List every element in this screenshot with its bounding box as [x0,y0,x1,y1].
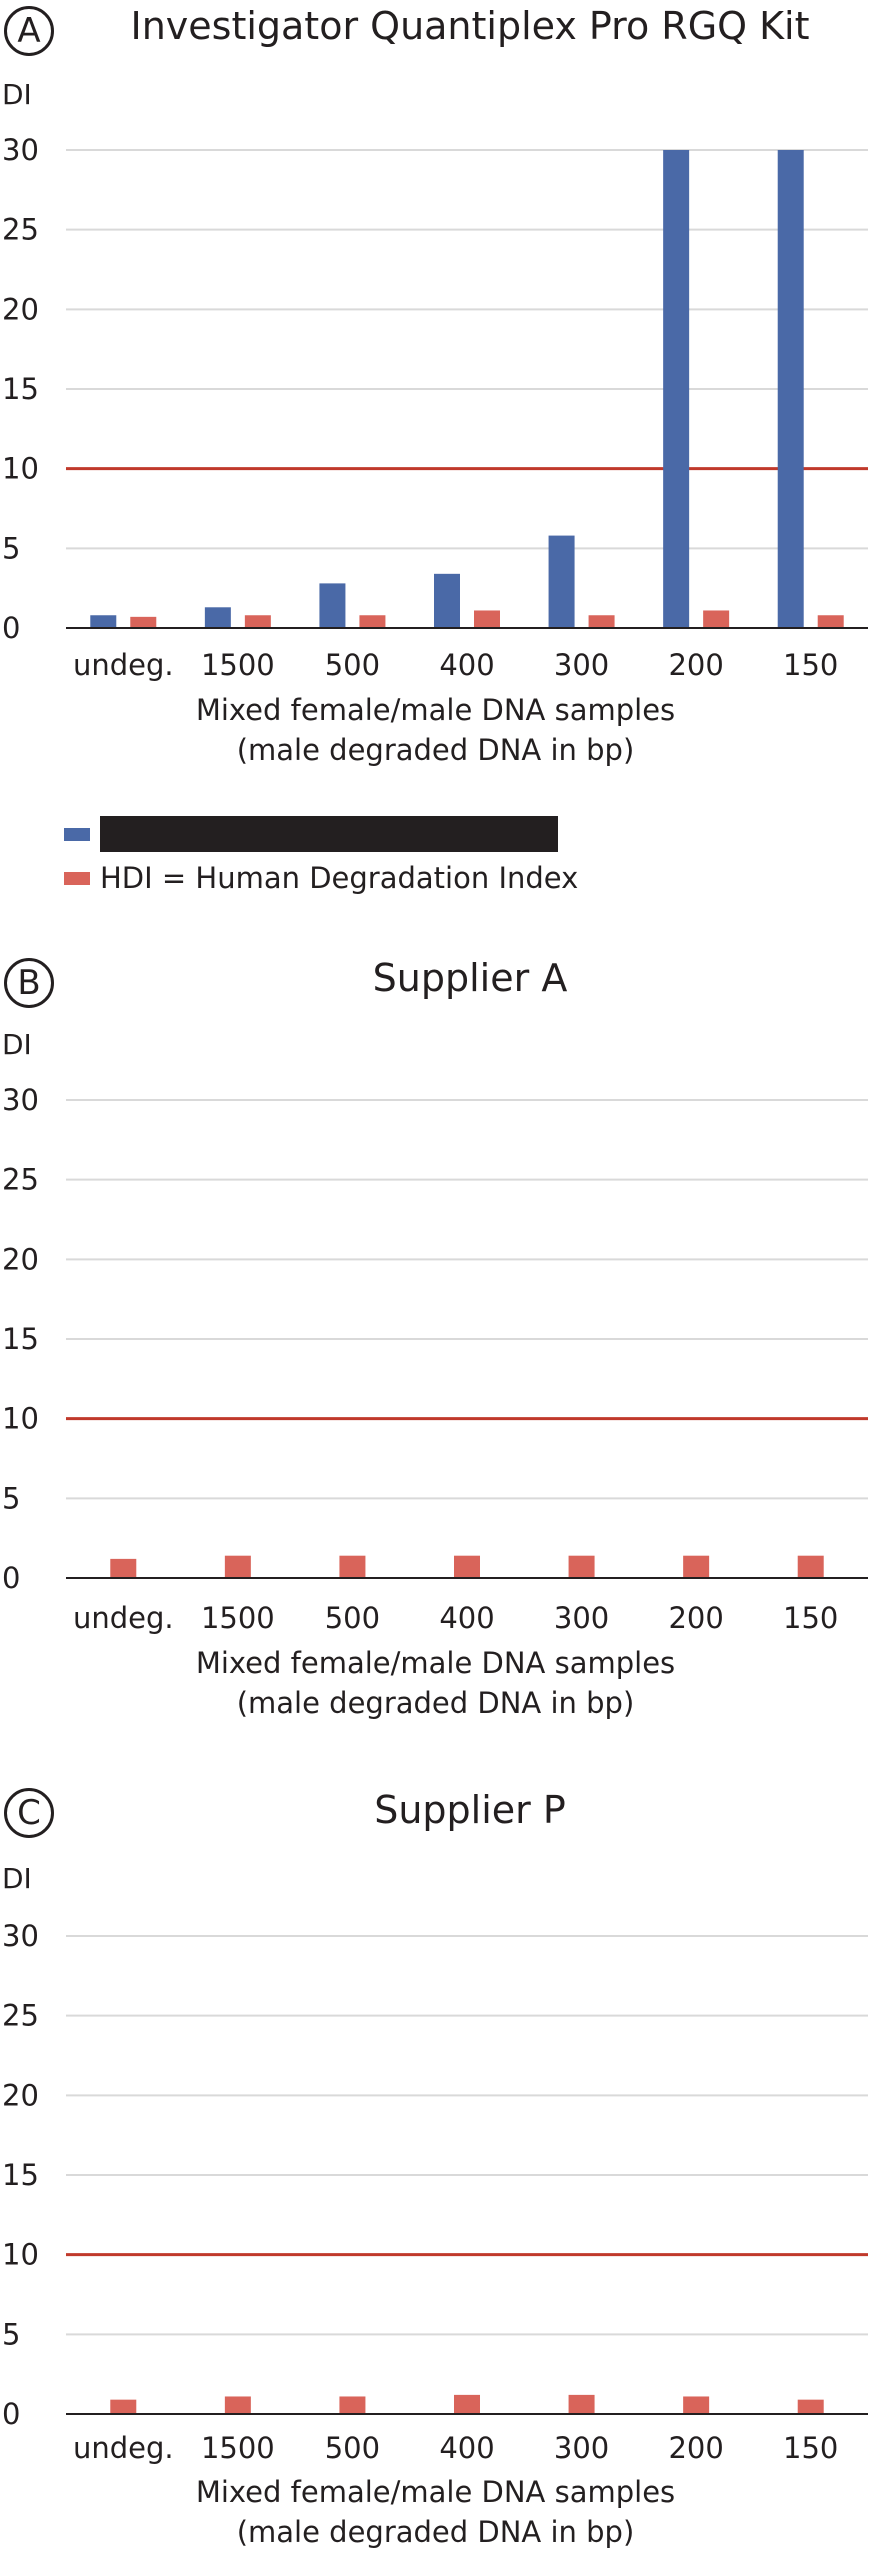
x-tick-label: 1500 [201,2431,275,2465]
bar-di [663,150,690,628]
x-tick-label: undeg. [73,648,174,682]
x-tick-label: 150 [783,648,838,682]
x-tick-label: 1500 [201,648,275,682]
y-tick-label: 0 [2,611,20,645]
x-tick-label: 200 [668,2431,723,2465]
x-tick-label: 500 [325,2431,380,2465]
y-tick-label: 15 [2,372,39,406]
y-tick-label: 5 [2,531,20,565]
bar-di [90,615,117,628]
legend-swatch-red [64,871,90,885]
bar-hdi [454,1555,480,1578]
x-axis-title-line1: Mixed female/male DNA samples [195,2475,676,2509]
x-tick-label: 1500 [201,1601,275,1635]
x-tick-label: 200 [668,1601,723,1635]
bar-hdi [568,2394,595,2414]
legend-label-hdi: HDI = Human Degradation Index [100,861,579,895]
legend-item-1 [64,812,578,856]
bar-hdi [110,1558,137,1578]
x-axis-title-line2: (male degraded DNA in bp) [236,1686,635,1720]
bar-hdi [474,610,500,628]
chart-title-b: Supplier A [372,956,568,1000]
x-axis-title-b: Mixed female/male DNA samples (male degr… [0,1643,871,1723]
y-tick-label: 25 [2,1163,39,1197]
x-tick-label: 150 [783,2431,838,2465]
y-tick-label: 30 [2,1083,39,1117]
x-tick-label: undeg. [73,1601,174,1635]
x-tick-label: 300 [554,2431,609,2465]
bar-di [434,573,460,628]
y-tick-label: 20 [2,292,39,326]
x-axis-title-line2: (male degraded DNA in bp) [236,2515,635,2549]
bar-hdi [224,1555,251,1578]
y-tick-label: 20 [2,2078,39,2112]
panel-letter-b: B [4,958,54,1008]
y-tick-label: 0 [2,2397,20,2431]
chart-title-c: Supplier P [374,1788,566,1832]
bar-di [777,150,804,628]
x-axis-title-line1: Mixed female/male DNA samples [195,693,676,727]
bar-hdi [568,1555,595,1578]
legend-swatch-blue [64,827,90,841]
y-tick-label: 0 [2,1561,20,1595]
x-axis-title-c: Mixed female/male DNA samples (male degr… [0,2472,871,2552]
bar-hdi [224,2396,251,2414]
bar-hdi [588,615,615,628]
x-tick-label: undeg. [73,2431,174,2465]
y-tick-label: 5 [2,1481,20,1515]
bar-hdi [244,615,271,628]
chart-title-a: Investigator Quantiplex Pro RGQ Kit [130,4,810,48]
bar-hdi [359,615,386,628]
panel-letter-c: C [4,1788,54,1838]
bar-hdi [454,2394,480,2414]
y-axis-label-b: DI [2,1028,32,1061]
x-tick-label: 300 [554,1601,609,1635]
y-axis-label-a: DI [2,78,32,111]
legend: HDI = Human Degradation Index [64,812,578,900]
bar-hdi [683,1555,710,1578]
y-axis-label-c: DI [2,1862,32,1895]
bar-hdi [339,1555,366,1578]
y-tick-label: 10 [2,452,39,486]
bar-di [204,607,231,628]
x-axis-title-line1: Mixed female/male DNA samples [195,1646,676,1680]
bar-hdi [703,610,730,628]
x-axis-title-line2: (male degraded DNA in bp) [236,733,635,767]
bar-chart-a: 0 5 10 15 20 25 30 undeg. 1500 500 400 300 200 150 [2,133,868,682]
bar-hdi [797,2399,824,2414]
bar-chart-b: 0 5 10 15 20 25 30 undeg. 1500 500 400 300 200 150 [2,1083,868,1635]
y-tick-label: 25 [2,213,39,247]
bar-chart-c: 0 5 10 15 20 25 30 undeg. 1500 500 400 300 200 150 [2,1919,868,2465]
bar-di [548,535,575,628]
bar-di [319,583,346,628]
bar-hdi [797,1555,824,1578]
y-tick-label: 5 [2,2317,20,2351]
y-tick-label: 15 [2,2158,39,2192]
bar-hdi [110,2399,137,2414]
x-tick-label: 400 [439,1601,494,1635]
y-tick-label: 15 [2,1322,39,1356]
y-tick-label: 10 [2,2238,39,2272]
x-tick-label: 400 [439,2431,494,2465]
y-tick-label: 30 [2,133,39,167]
y-tick-label: 20 [2,1242,39,1276]
y-tick-label: 10 [2,1402,39,1436]
x-tick-label: 500 [325,648,380,682]
bar-hdi [130,616,157,628]
legend-item-2: HDI = Human Degradation Index [64,856,578,900]
bar-hdi [817,615,844,628]
x-tick-label: 500 [325,1601,380,1635]
y-tick-label: 30 [2,1919,39,1953]
bar-hdi [683,2396,710,2414]
x-tick-label: 150 [783,1601,838,1635]
panel-letter-a: A [4,6,54,56]
x-tick-label: 300 [554,648,609,682]
legend-redacted-label [100,816,558,852]
x-axis-title-a: Mixed female/male DNA samples (male degr… [0,690,871,770]
x-tick-label: 400 [439,648,494,682]
x-tick-label: 200 [668,648,723,682]
y-tick-label: 25 [2,1999,39,2033]
bar-hdi [339,2396,366,2414]
